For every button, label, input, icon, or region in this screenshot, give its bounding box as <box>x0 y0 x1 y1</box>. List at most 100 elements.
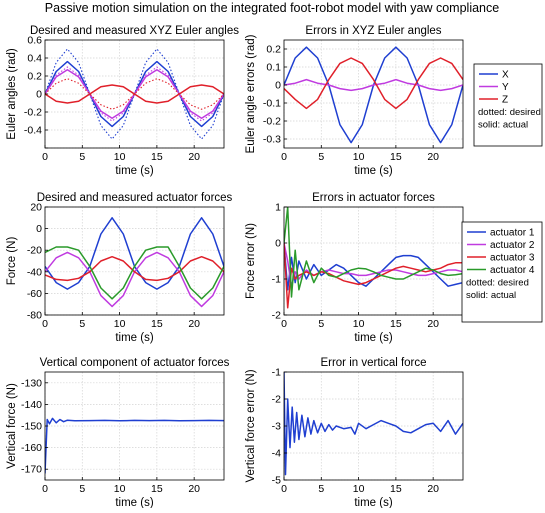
x-tick-label: 5 <box>318 151 324 163</box>
series-group <box>45 48 224 140</box>
chart-vforce_err: Error in vertical force 0 5 10 15 20 -5 -4 -3 -2 -… <box>245 357 464 509</box>
chart-euler_err: Errors in XYZ Euler angles 0 5 10 15 20 -0.3 -0… <box>245 25 543 177</box>
y-tick-label: -0.3 <box>263 134 281 146</box>
x-tick-label: 20 <box>427 151 439 163</box>
x-tick-label: 0 <box>42 483 48 495</box>
y-tick-label: 0 <box>36 89 42 101</box>
chart-euler: Desired and measured XYZ Euler angles 0 5 1… <box>6 25 239 177</box>
series-line-blue-solid <box>284 372 463 476</box>
y-tick-label: 20 <box>30 202 42 214</box>
legend-box <box>461 221 543 323</box>
y-tick-label: -140 <box>21 399 42 411</box>
legend-label: X <box>502 70 509 81</box>
series-line-red-dotted <box>45 78 224 110</box>
y-axis-label: Force (N) <box>6 237 18 286</box>
y-tick-label: -4 <box>272 448 281 460</box>
x-tick-label: 0 <box>281 318 287 330</box>
chart-title: Errors in XYZ Euler angles <box>305 25 441 37</box>
series-line-purple-solid <box>284 78 463 92</box>
legend-note: dotted: desired <box>478 107 541 118</box>
x-tick-label: 20 <box>188 483 200 495</box>
x-tick-label: 0 <box>281 483 287 495</box>
x-tick-label: 20 <box>188 151 200 163</box>
x-tick-label: 15 <box>151 151 163 163</box>
series-line-red-solid <box>284 242 463 309</box>
x-tick-label: 10 <box>353 151 365 163</box>
x-tick-label: 20 <box>188 318 200 330</box>
x-tick-label: 5 <box>79 483 85 495</box>
x-tick-label: 0 <box>42 318 48 330</box>
x-tick-label: 15 <box>390 483 402 495</box>
y-tick-label: 0 <box>275 238 281 250</box>
x-axis-label: time (s) <box>115 497 154 508</box>
y-tick-label: -0.4 <box>24 125 42 137</box>
x-axis-label: time (s) <box>354 165 393 177</box>
chart-title: Vertical component of actuator forces <box>40 357 230 369</box>
series-line-green-solid <box>284 207 463 298</box>
series-line-blue-solid <box>45 417 224 474</box>
x-tick-label: 15 <box>151 318 163 330</box>
x-tick-label: 5 <box>79 318 85 330</box>
y-tick-label: -1 <box>272 367 281 379</box>
y-tick-label: -3 <box>272 421 281 433</box>
x-tick-label: 5 <box>79 151 85 163</box>
x-tick-label: 0 <box>42 151 48 163</box>
y-tick-label: -40 <box>27 266 42 278</box>
y-tick-label: -160 <box>21 442 42 454</box>
chart-title: Error in vertical force <box>320 357 426 369</box>
x-tick-label: 15 <box>390 318 402 330</box>
legend-label: actuator 3 <box>490 253 535 264</box>
axes-frame <box>283 39 464 149</box>
y-tick-label: 0 <box>36 223 42 235</box>
x-tick-label: 10 <box>353 318 365 330</box>
y-tick-label: -130 <box>21 377 42 389</box>
x-axis-label: time (s) <box>354 497 393 508</box>
y-tick-label: -150 <box>21 421 42 433</box>
chart-title: Desired and measured actuator forces <box>37 192 233 204</box>
series-line-green-solid <box>45 246 224 300</box>
y-tick-label: -170 <box>21 464 42 476</box>
x-tick-label: 20 <box>427 318 439 330</box>
y-tick-label: 0.6 <box>27 35 42 47</box>
y-axis-label: Force error (N) <box>245 223 257 299</box>
series-group <box>284 207 463 309</box>
y-tick-label: -2 <box>272 310 281 322</box>
legend-label: Z <box>502 95 508 106</box>
y-tick-label: -60 <box>27 288 42 300</box>
x-tick-label: 5 <box>318 483 324 495</box>
legend-label: actuator 1 <box>490 228 535 239</box>
y-axis-label: Euler angles (rad) <box>6 48 18 140</box>
y-axis-label: Vertical force error (N) <box>245 369 257 482</box>
legend-note: solid: actual <box>478 120 528 131</box>
y-tick-label: -0.1 <box>263 98 281 110</box>
plot-area <box>284 40 463 148</box>
y-tick-label: 0.4 <box>27 53 42 65</box>
plot-area <box>45 372 224 480</box>
y-tick-label: -0.2 <box>263 116 281 128</box>
y-tick-label: -80 <box>27 310 42 322</box>
series-line-red-solid <box>45 84 224 104</box>
x-tick-label: 10 <box>114 318 126 330</box>
series-group <box>284 372 463 476</box>
plot-area <box>284 207 463 315</box>
x-axis-label: time (s) <box>115 332 154 344</box>
x-tick-label: 15 <box>390 151 402 163</box>
chart-title: Errors in actuator forces <box>312 192 435 204</box>
chart-forces: Desired and measured actuator forces 0 5 10… <box>6 192 233 344</box>
series-line-purple-solid <box>284 242 463 287</box>
y-axis-label: Vertical force (N) <box>6 383 18 469</box>
chart-force_err: Errors in actuator forces 0 5 10 15 20 -2 -1 0 1 t… <box>245 192 543 344</box>
legend-label: actuator 2 <box>490 240 535 251</box>
legend-box <box>473 63 543 147</box>
y-tick-label: 0.2 <box>27 71 42 83</box>
legend-label: Y <box>502 82 509 93</box>
series-group <box>45 217 224 308</box>
y-tick-label: 0.2 <box>266 44 281 56</box>
x-axis-label: time (s) <box>115 165 154 177</box>
chart-title: Desired and measured XYZ Euler angles <box>30 25 239 37</box>
legend-note: solid: actual <box>466 290 516 301</box>
